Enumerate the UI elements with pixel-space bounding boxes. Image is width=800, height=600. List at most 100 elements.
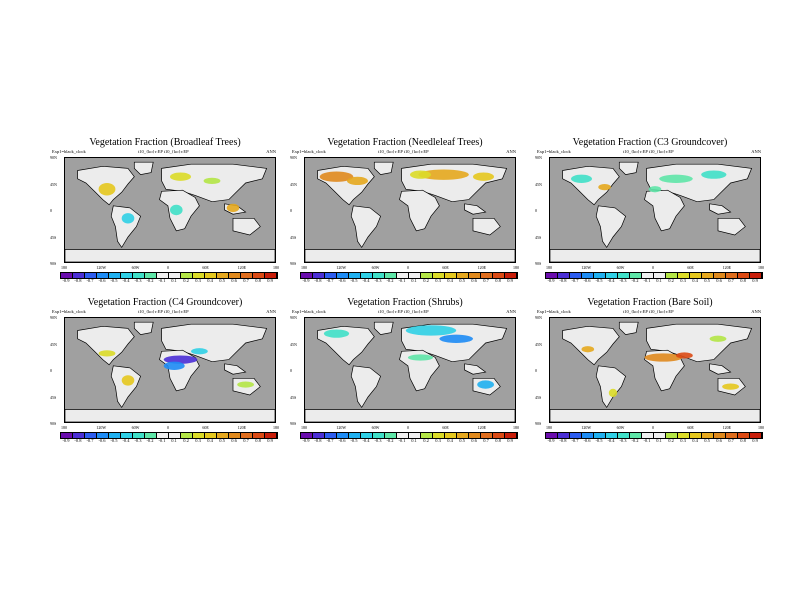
colorbar-swatch xyxy=(606,273,618,278)
x-tick-label: 0 xyxy=(652,425,654,430)
colorbar-swatch xyxy=(726,433,738,438)
colorbar-tick-label: -0.2 xyxy=(146,438,154,443)
colorbar-tick-label: 0.1 xyxy=(171,438,177,443)
colorbar-tick-label: 0.9 xyxy=(267,438,273,443)
panel-title: Vegetation Fraction (Broadleaf Trees) xyxy=(89,137,241,148)
colorbar-tick-label: 0.4 xyxy=(692,438,698,443)
colorbar-tick-label: 0.9 xyxy=(507,278,513,283)
y-tick-label: 0 xyxy=(50,368,52,373)
colorbar-swatch xyxy=(85,433,97,438)
colorbar-tick-label: -0.2 xyxy=(146,278,154,283)
y-tick-label: 90S xyxy=(535,261,542,266)
vegetation-field-cell xyxy=(121,375,135,386)
colorbar-swatch xyxy=(469,273,481,278)
vegetation-field-cell xyxy=(709,335,727,342)
colorbar-tick-label: -0.3 xyxy=(374,438,382,443)
landmass-eurasia xyxy=(161,323,268,363)
map-svg xyxy=(65,321,275,422)
colorbar-tick-label: 0.4 xyxy=(207,438,213,443)
world-map xyxy=(549,317,761,423)
vegetation-field-cell xyxy=(581,346,595,353)
colorbar-tick-label: 0.7 xyxy=(243,438,249,443)
y-tick-label: 45N xyxy=(535,341,542,347)
colorbar-tick-label: 0.3 xyxy=(435,278,441,283)
panel-subtitle-left: Exp1=black_clock xyxy=(292,309,326,314)
landmass-antarctica xyxy=(305,409,515,422)
colorbar-tick-label: -0.1 xyxy=(643,438,651,443)
colorbar-swatch xyxy=(241,433,253,438)
vegetation-field-cell xyxy=(571,174,592,183)
colorbar-tick-label: 0.8 xyxy=(255,278,261,283)
landmass-seasia xyxy=(709,203,732,215)
landmass-namerica xyxy=(562,165,620,206)
colorbar-swatch xyxy=(61,433,73,438)
x-tick-label: 60E xyxy=(687,425,694,430)
colorbar-swatch xyxy=(385,273,397,278)
landmass-samerica xyxy=(595,205,627,249)
x-tick-label: 0 xyxy=(407,425,409,430)
y-tick-label: 45N xyxy=(290,341,297,347)
colorbar-tick-label: -0.8 xyxy=(314,438,322,443)
colorbar-tick-label: -0.8 xyxy=(559,438,567,443)
map-svg xyxy=(65,161,275,262)
colorbar-swatch xyxy=(750,273,762,278)
x-tick-label: 0 xyxy=(652,265,654,270)
colorbar-tick-label: -0.7 xyxy=(326,438,334,443)
colorbar-tick-label: 0.9 xyxy=(752,438,758,443)
vegetation-field-cell xyxy=(644,353,683,362)
x-tick-label: 120E xyxy=(477,425,487,430)
colorbar-tick-label: 0.1 xyxy=(171,278,177,283)
colorbar-tick-label: -0.5 xyxy=(595,278,603,283)
landmass-antarctica xyxy=(305,249,515,262)
landmass-australia xyxy=(472,217,501,236)
panel-subtitle-right: ANN xyxy=(266,149,276,154)
colorbar-tick-label: 0.1 xyxy=(656,438,662,443)
colorbar-swatch xyxy=(582,273,594,278)
panel-subtitle-right: ANN xyxy=(751,149,761,154)
landmass-eurasia xyxy=(646,323,753,363)
colorbar-tick-label: 0.2 xyxy=(423,438,429,443)
colorbar-tick-label: -0.7 xyxy=(86,438,94,443)
colorbar-swatch xyxy=(654,273,666,278)
landmass-greenland xyxy=(618,161,639,175)
landmass-greenland xyxy=(373,321,394,335)
colorbar-swatch xyxy=(181,273,193,278)
colorbar-tick-label: 0.6 xyxy=(716,438,722,443)
x-tick-label: 60W xyxy=(616,425,625,430)
colorbar-swatch xyxy=(678,433,690,438)
colorbar-tick-label: -0.8 xyxy=(74,278,82,283)
colorbar-tick-label: -0.4 xyxy=(607,278,615,283)
y-tick-label: 45N xyxy=(50,341,57,347)
x-tick-label: 60W xyxy=(371,425,380,430)
colorbar-swatch xyxy=(109,433,121,438)
panel-subtitle-mid: t10_{ko}r:EP t10_{ko}r:EP xyxy=(378,149,429,154)
colorbar-swatch xyxy=(630,273,642,278)
colorbar-tick-label: 0.7 xyxy=(483,278,489,283)
y-tick-label: 45N xyxy=(50,181,57,187)
colorbar-labels: -0.9 -0.8 -0.7 -0.6 -0.5 -0.4 -0.3 -0.2 -0.1 0.1 0… xyxy=(60,278,276,284)
colorbar-swatch xyxy=(457,273,469,278)
colorbar-swatch xyxy=(409,433,421,438)
panel-subtitle-left: Exp1=black_clock xyxy=(52,149,86,154)
vegetation-field-cell xyxy=(407,354,434,361)
colorbar-tick-label: -0.6 xyxy=(583,278,591,283)
x-tick-label: 180 xyxy=(546,425,552,430)
panel-broadleaf: Vegetation Fraction (Broadleaf Trees) Ex… xyxy=(50,137,280,287)
x-tick-label: 60E xyxy=(687,265,694,270)
map-svg xyxy=(550,321,760,422)
colorbar-swatch xyxy=(169,273,181,278)
colorbar-tick-label: 0.1 xyxy=(411,278,417,283)
landmass-greenland xyxy=(373,161,394,175)
colorbar-tick-label: 0.8 xyxy=(495,278,501,283)
colorbar-tick-label: -0.1 xyxy=(643,278,651,283)
panel-subtitle-right: ANN xyxy=(266,309,276,314)
colorbar-tick-label: 0.8 xyxy=(495,438,501,443)
panel-subtitle-left: Exp1=black_clock xyxy=(537,309,571,314)
y-tick-label: 90N xyxy=(535,155,542,160)
landmass-antarctica xyxy=(550,249,760,262)
x-tick-label: 60W xyxy=(131,425,140,430)
y-tick-label: 90S xyxy=(50,421,57,426)
colorbar-swatch xyxy=(457,433,469,438)
colorbar-swatch xyxy=(397,433,409,438)
colorbar-swatch xyxy=(265,273,277,278)
